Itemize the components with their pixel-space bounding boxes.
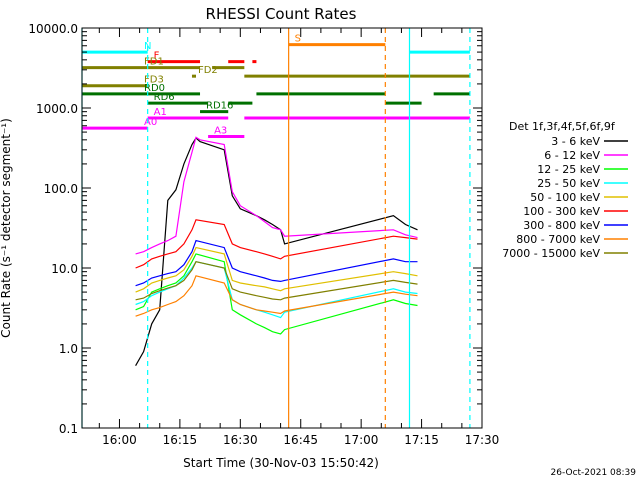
x-tick-label: 17:30 (465, 433, 500, 447)
series-line (135, 219, 418, 269)
y-tick-label: 10000.0 (28, 22, 78, 36)
x-tick-label: 16:30 (223, 433, 258, 447)
chart-title: RHESSI Count Rates (206, 5, 357, 23)
legend-entry-label: 300 - 800 keV (523, 219, 600, 232)
flag-label: A1 (154, 107, 167, 118)
legend-entry-label: 3 - 6 keV (551, 135, 600, 148)
flag-label: A0 (144, 117, 157, 128)
legend-entry-label: 800 - 7000 keV (516, 233, 600, 246)
flag-label: A3 (214, 126, 227, 137)
flag-label: RD0 (144, 83, 165, 94)
legend-entry-label: 100 - 300 keV (523, 205, 600, 218)
series-line (135, 253, 418, 335)
flag-label: FD2 (198, 65, 218, 76)
y-axis: 0.1 1.0 10.0 100.0 1000.0 10000.0 (28, 22, 482, 436)
flag-label: FD3 (144, 75, 164, 86)
y-tick-label: 100.0 (44, 182, 78, 196)
flag-label: FD1 (144, 57, 164, 68)
y-tick-label: 1000.0 (36, 102, 78, 116)
flag-label: RD16 (206, 101, 233, 112)
y-tick-label: 10.0 (51, 262, 78, 276)
x-tick-label: 16:00 (102, 433, 137, 447)
flag-label: RD6 (154, 92, 175, 103)
y-tick-label: 0.1 (59, 422, 78, 436)
series-lines (135, 136, 418, 366)
legend-entry-label: 6 - 12 keV (544, 149, 600, 162)
x-axis: 16:00 16:15 16:30 16:45 17:00 17:15 17:30 (98, 28, 500, 447)
series-line (135, 261, 418, 301)
y-axis-label: Count Rate (s⁻¹ detector segment⁻¹) (0, 118, 13, 338)
x-axis-label: Start Time (30-Nov-03 15:50:42) (183, 456, 379, 470)
series-line (135, 136, 418, 255)
series-line (135, 137, 418, 366)
x-tick-label: 16:15 (163, 433, 198, 447)
series-line (135, 261, 418, 319)
legend-entry-label: 50 - 100 keV (530, 191, 600, 204)
legend-entry-label: 25 - 50 keV (537, 177, 600, 190)
y-tick-label: 1.0 (59, 342, 78, 356)
footer-timestamp: 26-Oct-2021 08:39 (551, 468, 637, 478)
series-line (135, 239, 418, 287)
series-line (135, 275, 418, 317)
flag-label: F (154, 51, 160, 62)
flag-label: S (295, 34, 301, 45)
plot-frame (81, 27, 483, 429)
legend-entry-label: 7000 - 15000 keV (502, 247, 600, 260)
legend-title: Det 1f,3f,4f,5f,6f,9f (509, 120, 616, 133)
flag-bars: NFSFD1FD2FD3RD0RD6RD16A0A1A3 (82, 34, 470, 139)
x-tick-label: 17:15 (404, 433, 439, 447)
x-tick-label: 16:45 (283, 433, 318, 447)
legend-entry-label: 12 - 25 keV (537, 163, 600, 176)
series-line (135, 246, 418, 293)
x-tick-label: 17:00 (344, 433, 379, 447)
